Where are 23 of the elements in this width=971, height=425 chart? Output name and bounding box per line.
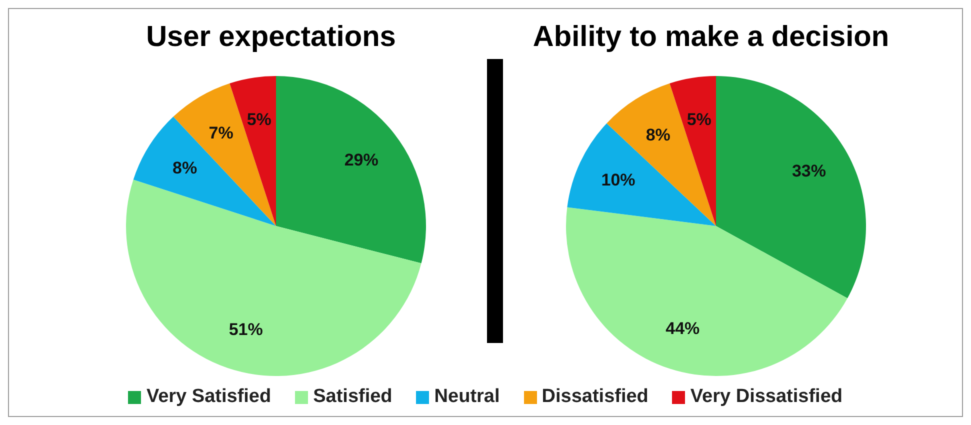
legend-label: Satisfied <box>312 386 392 408</box>
data-label: 33% <box>792 162 826 181</box>
legend-label: Neutral <box>433 386 500 408</box>
data-label: 10% <box>601 170 636 190</box>
pie-slice <box>670 76 716 226</box>
data-label: 8% <box>172 158 198 178</box>
data-label: 44% <box>666 319 700 338</box>
data-label: 7% <box>208 124 234 143</box>
legend-label: Dissatisfied <box>540 386 648 408</box>
pie-slice <box>173 83 276 226</box>
chart-title: User expectations <box>145 21 397 55</box>
pie-slice <box>716 76 866 298</box>
legend-label: Very Dissatisfied <box>689 386 843 408</box>
data-label: 8% <box>646 125 670 144</box>
legend-label: Very Satisfied <box>145 386 272 408</box>
pie-slice <box>566 207 848 376</box>
data-label: 29% <box>344 150 378 170</box>
data-label: 5% <box>686 110 712 129</box>
pie-slice <box>276 76 426 264</box>
data-label: 5% <box>246 110 272 129</box>
chart-title: Ability to make a decision <box>532 21 890 55</box>
data-label: 51% <box>228 320 263 340</box>
pie-slice <box>126 180 422 376</box>
